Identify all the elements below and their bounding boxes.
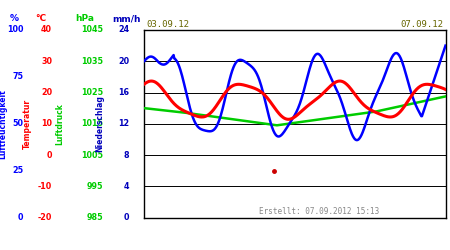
Text: 0: 0 <box>124 213 129 222</box>
Text: 20: 20 <box>41 88 52 97</box>
Text: Luftdruck: Luftdruck <box>55 103 64 145</box>
Text: 0: 0 <box>47 150 52 160</box>
Text: -20: -20 <box>38 213 52 222</box>
Text: 1025: 1025 <box>81 88 103 97</box>
Text: 1035: 1035 <box>81 57 103 66</box>
Text: 1045: 1045 <box>81 26 103 35</box>
Text: Erstellt: 07.09.2012 15:13: Erstellt: 07.09.2012 15:13 <box>259 207 379 216</box>
Text: 03.09.12: 03.09.12 <box>146 20 189 29</box>
Text: 50: 50 <box>13 119 23 128</box>
Text: mm/h: mm/h <box>112 14 140 23</box>
Text: 25: 25 <box>13 166 23 175</box>
Text: hPa: hPa <box>75 14 94 23</box>
Text: Niederschlag: Niederschlag <box>95 95 104 152</box>
Text: 100: 100 <box>7 26 23 35</box>
Text: 75: 75 <box>13 72 23 82</box>
Text: 12: 12 <box>118 119 129 128</box>
Text: °C: °C <box>35 14 46 23</box>
Text: %: % <box>10 14 19 23</box>
Text: 1015: 1015 <box>81 119 103 128</box>
Text: 4: 4 <box>124 182 129 191</box>
Text: 995: 995 <box>86 182 103 191</box>
Text: 20: 20 <box>118 57 129 66</box>
Text: 985: 985 <box>86 213 103 222</box>
Text: 8: 8 <box>123 150 129 160</box>
Text: 07.09.12: 07.09.12 <box>400 20 443 29</box>
Text: 24: 24 <box>118 26 129 35</box>
Text: 30: 30 <box>41 57 52 66</box>
Text: 16: 16 <box>118 88 129 97</box>
Text: Luftfeuchtigkeit: Luftfeuchtigkeit <box>0 89 8 159</box>
Text: 0: 0 <box>18 213 23 222</box>
Text: Temperatur: Temperatur <box>22 99 32 149</box>
Text: 10: 10 <box>41 119 52 128</box>
Text: 1005: 1005 <box>81 150 103 160</box>
Text: -10: -10 <box>38 182 52 191</box>
Text: 40: 40 <box>41 26 52 35</box>
